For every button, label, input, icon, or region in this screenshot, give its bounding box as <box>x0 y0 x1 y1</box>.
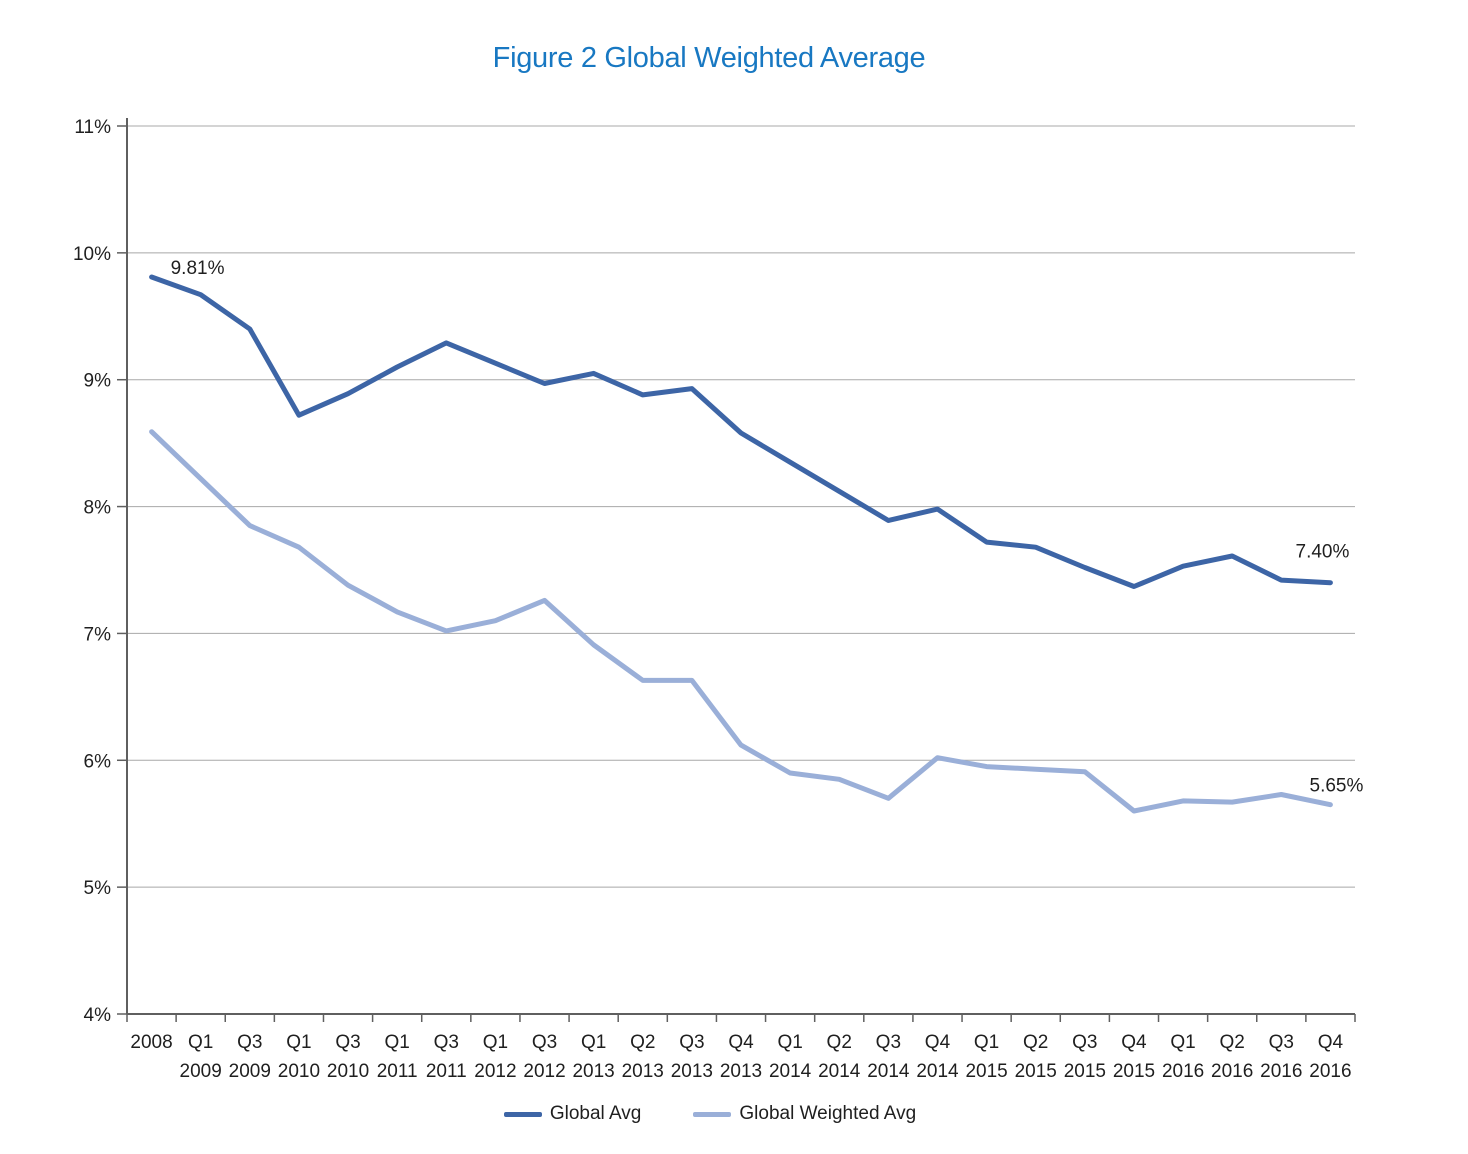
y-axis-label: 6% <box>84 751 112 772</box>
x-axis-label: Q4 <box>1318 1032 1344 1053</box>
x-axis-label: 2008 <box>130 1032 172 1053</box>
series-line-global-avg <box>149 274 1333 589</box>
x-axis-label: Q4 <box>1121 1032 1147 1053</box>
x-axis-label: Q3 <box>876 1032 901 1053</box>
x-axis-label: Q1 <box>777 1032 802 1053</box>
x-axis-label: 2014 <box>818 1061 861 1082</box>
y-axis-label: 9% <box>84 371 112 392</box>
y-axis-label: 8% <box>84 498 112 519</box>
x-axis-label: 2015 <box>1113 1061 1155 1082</box>
x-axis-label: 2010 <box>327 1061 369 1082</box>
x-axis-label: Q4 <box>925 1032 951 1053</box>
x-axis-label: Q2 <box>827 1032 852 1053</box>
x-axis-label: Q1 <box>581 1032 606 1053</box>
x-axis-label: 2016 <box>1260 1061 1302 1082</box>
x-axis-label: 2015 <box>1015 1061 1057 1082</box>
x-axis-label: Q3 <box>532 1032 557 1053</box>
x-axis-label: 2016 <box>1162 1061 1204 1082</box>
y-axis-label: 5% <box>84 878 112 899</box>
x-axis-label: Q2 <box>630 1032 655 1053</box>
y-axis-label: 4% <box>84 1005 112 1026</box>
x-axis-label: 2013 <box>622 1061 664 1082</box>
x-axis-label: 2013 <box>720 1061 762 1082</box>
x-axis-label: 2009 <box>180 1061 222 1082</box>
y-axis-label: 10% <box>73 244 111 265</box>
x-axis-label: Q3 <box>237 1032 262 1053</box>
x-axis-label: 2011 <box>377 1061 418 1082</box>
x-axis-label: 2013 <box>671 1061 713 1082</box>
chart-title: Figure 2 Global Weighted Average <box>492 42 926 74</box>
x-axis-label: Q4 <box>728 1032 754 1053</box>
x-axis-label: 2015 <box>965 1061 1007 1082</box>
legend-label-global-weighted-avg: Global Weighted Avg <box>739 1103 917 1124</box>
series-line-global-weighted-avg <box>149 429 1333 814</box>
legend-item-global-weighted-avg: Global Weighted Avg <box>693 1103 916 1125</box>
x-axis-label: Q3 <box>1269 1032 1294 1053</box>
y-axis-label: 7% <box>84 624 112 645</box>
legend-label-global-avg: Global Avg <box>549 1103 642 1124</box>
legend-swatch-global-avg <box>503 1111 542 1117</box>
x-axis-label: 2016 <box>1309 1061 1351 1082</box>
x-axis-label: Q1 <box>483 1032 508 1053</box>
x-axis-label: Q3 <box>679 1032 704 1053</box>
x-axis-label: 2012 <box>474 1061 516 1082</box>
x-axis-label: 2014 <box>769 1061 812 1082</box>
x-axis-label: 2014 <box>916 1061 959 1082</box>
x-axis-label: Q3 <box>1072 1032 1097 1053</box>
x-axis-label: 2009 <box>229 1061 271 1082</box>
chart-legend: Global Avg Global Weighted Avg <box>0 1094 1444 1134</box>
x-axis-label: Q1 <box>286 1032 311 1053</box>
x-axis-label: 2010 <box>278 1061 320 1082</box>
x-axis-label: Q2 <box>1220 1032 1245 1053</box>
y-axis-label: 11% <box>74 117 111 138</box>
data-label: 9.81% <box>171 258 225 279</box>
x-axis-label: 2011 <box>426 1061 467 1082</box>
x-axis-label: 2012 <box>523 1061 565 1082</box>
x-axis-label: 2014 <box>867 1061 910 1082</box>
x-axis-label: Q3 <box>434 1032 459 1053</box>
x-axis-label: Q1 <box>1170 1032 1195 1053</box>
legend-swatch-global-weighted-avg <box>693 1111 732 1117</box>
x-axis-label: Q1 <box>974 1032 999 1053</box>
x-axis-label: 2015 <box>1064 1061 1106 1082</box>
x-axis-label: Q1 <box>384 1032 409 1053</box>
x-axis-label: Q2 <box>1023 1032 1048 1053</box>
x-axis-label: 2013 <box>572 1061 614 1082</box>
data-label: 5.65% <box>1310 776 1364 797</box>
legend-item-global-avg: Global Avg <box>503 1103 642 1125</box>
x-axis-label: 2016 <box>1211 1061 1253 1082</box>
data-label: 7.40% <box>1296 542 1350 563</box>
x-axis-label: Q1 <box>188 1032 213 1053</box>
x-axis-label: Q3 <box>335 1032 360 1053</box>
